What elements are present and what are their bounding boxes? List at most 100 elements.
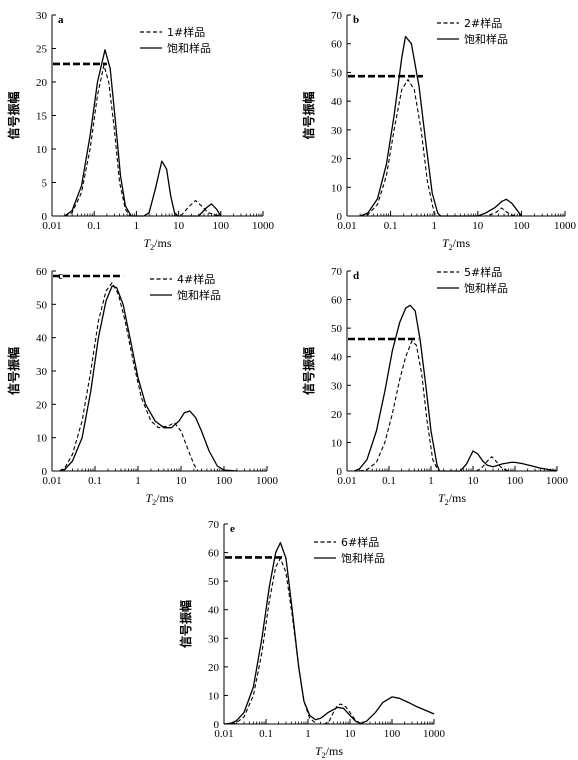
x-tick-label: 0.01 xyxy=(214,728,233,740)
y-tick-label: 0 xyxy=(42,211,48,223)
y-tick-label: 0 xyxy=(214,719,220,731)
legend-label: 1#样品 xyxy=(167,25,205,39)
y-tick-label: 60 xyxy=(331,295,343,307)
y-axis-label: 信号振幅 xyxy=(178,600,193,648)
x-axis-label: T2/ms xyxy=(438,491,466,507)
chart-panel-d: 0 10 20 30 40 50 60 70 0.01 0.1 1 10 100 1000 T2/ms 信号振… xyxy=(301,265,569,507)
legend-label: 4#样品 xyxy=(177,272,215,286)
x-tick-label: 1 xyxy=(134,220,140,232)
x-axis-label-subscript: 2 xyxy=(322,751,326,760)
x-tick-label: 1000 xyxy=(554,220,577,232)
y-tick-label: 20 xyxy=(331,154,343,166)
panel-label: e xyxy=(230,523,235,535)
y-tick-label: 40 xyxy=(331,96,343,108)
x-axis-label-symbol: T xyxy=(442,236,450,250)
y-tick-label: 60 xyxy=(331,39,343,51)
panel-label: c xyxy=(58,270,63,282)
legend-label: 6#样品 xyxy=(341,535,379,549)
y-tick-label: 30 xyxy=(36,10,48,22)
x-tick-label: 1000 xyxy=(252,220,275,232)
y-tick-label: 40 xyxy=(36,333,48,345)
y-tick-label: 70 xyxy=(208,519,220,531)
x-tick-label: 100 xyxy=(507,475,524,487)
x-tick-label: 1 xyxy=(135,475,141,487)
x-tick-label: 0.01 xyxy=(337,475,356,487)
x-tick-label: 1000 xyxy=(546,475,569,487)
x-axis-label: T2/ms xyxy=(145,491,173,507)
x-tick-label: 1 xyxy=(431,220,437,232)
y-tick-label: 50 xyxy=(331,67,343,79)
y-tick-label: 15 xyxy=(36,111,48,123)
y-tick-label: 25 xyxy=(36,44,48,56)
x-tick-label: 10 xyxy=(472,220,484,232)
y-axis-label: 信号振幅 xyxy=(6,347,21,395)
x-tick-label: 100 xyxy=(216,475,233,487)
x-tick-label: 0.1 xyxy=(259,728,273,740)
y-tick-label: 50 xyxy=(331,323,343,335)
legend-label: 2#样品 xyxy=(464,16,502,30)
series-line-saturated xyxy=(354,304,558,472)
series-line-saturated xyxy=(359,35,522,217)
y-tick-label: 30 xyxy=(331,125,343,137)
y-tick-label: 70 xyxy=(331,266,343,278)
y-tick-label: 60 xyxy=(208,548,220,560)
y-axis-label: 信号振幅 xyxy=(301,91,316,139)
x-axis-label: T2/ms xyxy=(315,744,343,760)
y-tick-label: 40 xyxy=(331,352,343,364)
x-tick-label: 0.1 xyxy=(87,220,101,232)
y-tick-label: 30 xyxy=(36,366,48,378)
y-tick-label: 30 xyxy=(208,633,220,645)
x-tick-label: 1 xyxy=(305,728,311,740)
series-line-saturated xyxy=(64,49,222,217)
y-tick-label: 10 xyxy=(331,182,343,194)
y-tick-label: 70 xyxy=(331,10,343,22)
y-tick-label: 20 xyxy=(36,399,48,411)
panel-label: a xyxy=(58,14,64,26)
x-tick-label: 0.01 xyxy=(42,475,61,487)
y-tick-label: 5 xyxy=(42,178,48,190)
x-axis-label-symbol: T xyxy=(145,491,153,505)
x-axis-label-unit: /ms xyxy=(449,491,467,505)
chart-panel-a: 0 5 10 15 20 25 30 0.01 0.1 1 10 100 1000 T2/ms 信号振幅 a 1… xyxy=(6,10,275,252)
x-axis-label-subscript: 2 xyxy=(152,498,156,507)
series-line-saturated xyxy=(223,541,435,725)
legend-label: 饱和样品 xyxy=(167,41,211,55)
x-tick-label: 0.01 xyxy=(337,220,356,232)
x-axis-label-unit: /ms xyxy=(156,491,174,505)
x-tick-label: 100 xyxy=(384,728,401,740)
y-axis-label: 信号振幅 xyxy=(6,91,21,139)
x-axis-label-unit: /ms xyxy=(154,236,172,250)
series-line-sample xyxy=(64,64,221,217)
legend-label: 5#样品 xyxy=(464,265,502,279)
x-tick-label: 100 xyxy=(513,220,530,232)
panel-label: d xyxy=(353,270,359,282)
y-tick-label: 10 xyxy=(36,433,48,445)
y-tick-label: 20 xyxy=(331,409,343,421)
legend-label: 饱和样品 xyxy=(341,551,385,565)
series-line-sample xyxy=(59,282,199,472)
y-tick-label: 50 xyxy=(208,576,220,588)
x-tick-label: 1000 xyxy=(256,475,279,487)
y-tick-label: 60 xyxy=(36,266,48,278)
x-tick-label: 100 xyxy=(213,220,230,232)
x-tick-label: 1000 xyxy=(423,728,446,740)
x-axis-label-symbol: T xyxy=(143,236,151,250)
chart-panel-c: 0 10 20 30 40 50 60 0.01 0.1 1 10 100 1000 T2/ms 信号振幅 c… xyxy=(6,266,279,507)
legend-label: 饱和样品 xyxy=(177,288,221,302)
x-tick-label: 0.1 xyxy=(382,475,396,487)
x-tick-label: 10 xyxy=(176,475,188,487)
y-axis-label: 信号振幅 xyxy=(301,347,316,395)
y-tick-label: 10 xyxy=(36,144,48,156)
y-tick-label: 10 xyxy=(208,690,220,702)
y-tick-label: 20 xyxy=(36,77,48,89)
x-axis-label: T2/ms xyxy=(442,236,470,252)
x-axis-label-unit: /ms xyxy=(453,236,471,250)
x-axis-label-unit: /ms xyxy=(326,744,344,758)
x-tick-label: 10 xyxy=(173,220,185,232)
x-axis-label-subscript: 2 xyxy=(445,498,449,507)
y-tick-label: 0 xyxy=(42,466,48,478)
x-tick-label: 1 xyxy=(428,475,434,487)
series-line-sample xyxy=(231,557,363,725)
x-tick-label: 0.01 xyxy=(42,220,61,232)
y-tick-label: 50 xyxy=(36,299,48,311)
